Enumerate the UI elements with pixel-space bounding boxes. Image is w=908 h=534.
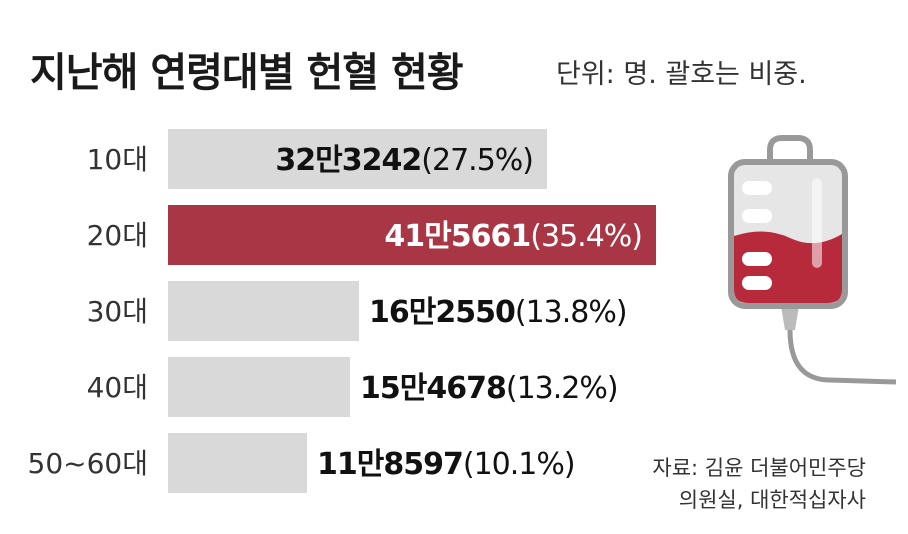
bar-1 [168,205,656,265]
category-label-1: 20대 [87,219,148,252]
source-line-1: 자료: 김윤 더불어민주당 [652,456,866,480]
value-share-3: (13.2%) [506,371,618,406]
bag-mark-3 [742,252,772,266]
value-share-4: (10.1%) [463,447,575,482]
value-label-4: 11만8597(10.1%) [317,447,575,482]
value-number-3: 15만4678 [360,371,506,406]
source-line-2: 의원실, 대한적십자사 [678,488,866,512]
value-share-0: (27.5%) [421,143,533,178]
value-share-1: (35.4%) [530,219,642,254]
bag-mark-4 [742,276,772,290]
value-number-0: 32만3242 [275,143,421,178]
bag-mark-1 [742,181,772,195]
bag-hanger [767,135,813,168]
bar-4 [168,433,307,493]
value-share-2: (13.8%) [515,295,627,330]
bag-shine [812,178,822,268]
chart-title: 지난해 연령대별 헌혈 현황 [30,50,464,96]
bag-blood [734,231,842,303]
category-label-0: 10대 [87,143,148,176]
bag-mark-2 [742,209,772,223]
value-label-0: 32만3242(27.5%) [275,143,533,178]
value-number-1: 41만5661 [384,219,530,254]
source-note: 자료: 김윤 더불어민주당 의원실, 대한적십자사 [652,452,866,516]
value-label-2: 16만2550(13.8%) [369,295,627,330]
bag-tube [787,329,897,385]
value-number-2: 16만2550 [369,295,515,330]
bar-0 [168,129,547,189]
category-label-4: 50~60대 [28,447,148,480]
bar-2 [168,281,359,341]
value-number-4: 11만8597 [317,447,463,482]
value-label-3: 15만4678(13.2%) [360,371,618,406]
category-label-2: 30대 [87,295,148,328]
value-label-1: 41만5661(35.4%) [384,219,642,254]
category-label-3: 40대 [87,371,148,404]
bar-3 [168,357,350,417]
unit-note: 단위: 명. 괄호는 비중. [556,59,807,90]
